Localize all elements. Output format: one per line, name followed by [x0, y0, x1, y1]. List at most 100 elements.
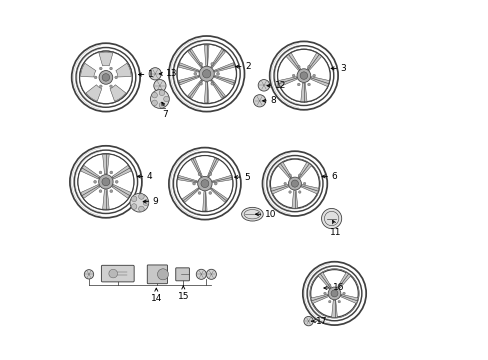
Circle shape: [269, 41, 337, 110]
Circle shape: [177, 44, 236, 103]
Circle shape: [199, 63, 202, 66]
Circle shape: [327, 287, 340, 300]
Circle shape: [70, 146, 142, 218]
Circle shape: [198, 192, 201, 194]
Circle shape: [292, 74, 294, 77]
Polygon shape: [278, 162, 291, 179]
Circle shape: [284, 182, 286, 185]
Text: 2: 2: [244, 62, 250, 71]
Circle shape: [296, 69, 310, 82]
Text: 7: 7: [162, 110, 168, 119]
Circle shape: [99, 175, 113, 189]
Circle shape: [84, 270, 94, 279]
Polygon shape: [187, 49, 202, 68]
Circle shape: [151, 93, 157, 98]
Text: 16: 16: [333, 284, 344, 292]
Circle shape: [302, 262, 366, 325]
Polygon shape: [291, 190, 297, 208]
Circle shape: [312, 74, 315, 77]
Text: 14: 14: [150, 294, 162, 303]
Circle shape: [309, 269, 359, 318]
Circle shape: [115, 76, 117, 79]
Circle shape: [99, 171, 102, 174]
Circle shape: [303, 182, 305, 185]
Circle shape: [78, 154, 134, 210]
Polygon shape: [102, 154, 109, 174]
Polygon shape: [102, 190, 109, 209]
Circle shape: [328, 284, 330, 287]
Circle shape: [202, 69, 210, 78]
Circle shape: [150, 90, 169, 108]
Text: 1: 1: [148, 70, 153, 79]
Polygon shape: [204, 45, 208, 66]
Circle shape: [78, 154, 134, 210]
Polygon shape: [204, 82, 208, 103]
Circle shape: [102, 74, 109, 81]
Circle shape: [131, 196, 137, 202]
Circle shape: [291, 180, 298, 187]
Text: 4: 4: [146, 172, 152, 181]
Circle shape: [99, 85, 102, 87]
Polygon shape: [318, 273, 331, 289]
Circle shape: [206, 269, 216, 279]
Circle shape: [298, 191, 301, 193]
Circle shape: [168, 36, 244, 112]
Circle shape: [131, 204, 137, 209]
Polygon shape: [112, 165, 131, 179]
Circle shape: [262, 151, 326, 216]
Text: 8: 8: [270, 96, 276, 105]
Circle shape: [99, 190, 102, 193]
Text: 17: 17: [315, 317, 326, 325]
Polygon shape: [116, 63, 131, 77]
Text: 12: 12: [274, 81, 285, 90]
Text: 6: 6: [331, 172, 337, 181]
Polygon shape: [270, 185, 288, 194]
Circle shape: [300, 72, 307, 79]
Circle shape: [151, 100, 157, 105]
Polygon shape: [210, 49, 225, 68]
Circle shape: [342, 292, 345, 295]
Circle shape: [328, 300, 330, 303]
Circle shape: [177, 156, 232, 212]
Text: 13: 13: [166, 69, 177, 78]
Polygon shape: [81, 63, 96, 77]
Polygon shape: [210, 188, 227, 202]
Polygon shape: [187, 80, 202, 98]
Polygon shape: [214, 63, 234, 72]
Circle shape: [208, 173, 211, 176]
Circle shape: [138, 206, 144, 212]
Circle shape: [196, 269, 206, 279]
Circle shape: [193, 72, 197, 75]
Circle shape: [307, 83, 310, 86]
Polygon shape: [214, 75, 234, 85]
Polygon shape: [179, 75, 199, 85]
Polygon shape: [210, 80, 225, 98]
Polygon shape: [278, 77, 297, 86]
FancyBboxPatch shape: [101, 265, 134, 282]
Circle shape: [99, 67, 102, 70]
Polygon shape: [178, 175, 197, 183]
Circle shape: [138, 194, 144, 199]
Ellipse shape: [241, 207, 263, 221]
Circle shape: [269, 158, 320, 209]
Circle shape: [109, 67, 112, 70]
Polygon shape: [212, 175, 231, 183]
Polygon shape: [81, 184, 100, 198]
Polygon shape: [301, 185, 318, 194]
Circle shape: [79, 51, 132, 104]
Polygon shape: [310, 294, 328, 303]
Circle shape: [199, 66, 214, 81]
Circle shape: [99, 71, 113, 84]
Circle shape: [110, 190, 113, 193]
Circle shape: [337, 284, 340, 287]
FancyBboxPatch shape: [147, 265, 167, 284]
Circle shape: [216, 72, 219, 75]
Polygon shape: [310, 77, 329, 86]
Circle shape: [269, 158, 320, 209]
Circle shape: [307, 66, 310, 68]
Circle shape: [277, 49, 330, 102]
Polygon shape: [297, 162, 311, 179]
Circle shape: [149, 68, 161, 80]
Polygon shape: [86, 85, 102, 101]
Circle shape: [198, 173, 201, 176]
